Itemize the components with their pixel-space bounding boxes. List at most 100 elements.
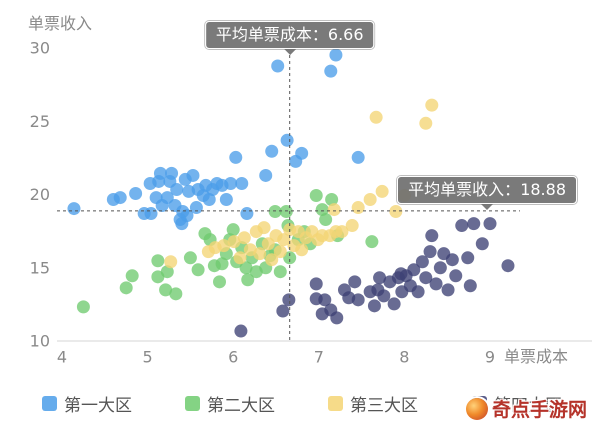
legend-label: 第一大区 <box>64 396 132 416</box>
series-1-point <box>229 150 243 164</box>
series-2-point <box>241 273 255 287</box>
series-4-point <box>411 285 425 299</box>
y-tick-label: 20 <box>30 185 50 204</box>
series-4-point <box>423 245 437 259</box>
series-3-point <box>273 245 287 259</box>
series-4-point <box>425 229 439 243</box>
series-2-point <box>213 275 227 289</box>
series-3-point <box>295 243 309 257</box>
series-2-point <box>119 281 133 295</box>
series-4-point <box>387 297 401 311</box>
series-4-point <box>367 299 381 313</box>
series-4-point <box>276 304 290 318</box>
series-1-point <box>240 207 254 221</box>
series-4-point <box>483 217 497 231</box>
series-1-point <box>224 177 238 191</box>
mean-income-value: 18.88 <box>520 179 566 199</box>
series-1-point <box>189 201 203 215</box>
series-4-point <box>234 324 248 338</box>
legend-item-region-1[interactable]: 第一大区 <box>42 391 132 416</box>
legend-swatch <box>328 396 343 411</box>
series-3-point <box>237 231 251 245</box>
series-4-point <box>455 219 469 233</box>
series-4-point <box>348 275 362 289</box>
series-1-point <box>129 186 143 200</box>
series-1-point <box>153 166 167 180</box>
series-3-point <box>351 201 365 215</box>
y-tick-label: 25 <box>30 112 50 131</box>
series-1-point <box>265 144 279 158</box>
series-3-point <box>233 251 247 265</box>
series-1-point <box>329 48 343 62</box>
mean-cost-label: 平均单票成本： <box>215 25 328 44</box>
series-4-point <box>407 263 421 277</box>
series-3-point <box>419 116 433 130</box>
legend-label: 第三大区 <box>350 396 418 416</box>
series-4-point <box>351 293 365 307</box>
series-2-point <box>169 287 183 301</box>
series-1-point <box>235 177 249 191</box>
x-tick-label: 7 <box>314 348 324 367</box>
series-4-point <box>429 277 443 291</box>
y-tick-label: 15 <box>30 258 50 277</box>
series-3-point <box>389 204 403 218</box>
series-4-point <box>449 269 463 283</box>
legend-swatch <box>185 396 200 411</box>
legend-item-region-2[interactable]: 第二大区 <box>185 391 275 416</box>
series-1-point <box>67 202 81 216</box>
series-3-point <box>363 192 377 206</box>
series-2-point <box>315 203 329 217</box>
mean-cost-value: 6.66 <box>327 25 364 44</box>
series-3-point <box>425 98 439 112</box>
series-4-point <box>501 259 515 273</box>
series-3-point <box>253 247 267 261</box>
series-2-point <box>319 213 333 227</box>
x-tick-label: 6 <box>228 348 238 367</box>
series-4-point <box>445 253 459 267</box>
series-4-point <box>461 251 475 265</box>
series-3-point <box>227 235 241 249</box>
series-2-point <box>151 254 165 268</box>
x-tick-label: 8 <box>399 348 409 367</box>
legend-item-region-3[interactable]: 第三大区 <box>328 391 418 416</box>
series-4-point <box>318 293 332 307</box>
series-4-point <box>330 311 344 325</box>
series-1-point <box>113 191 127 205</box>
series-2-point <box>191 263 205 277</box>
series-4-point <box>467 217 481 231</box>
series-2-point <box>273 265 287 279</box>
series-2-point <box>239 261 253 275</box>
series-1-point <box>186 168 200 182</box>
series-3-point <box>217 239 231 253</box>
series-1-point <box>259 168 273 182</box>
series-4-point <box>282 293 296 307</box>
series-3-point <box>164 255 178 269</box>
series-4-point <box>463 279 477 293</box>
series-2-point <box>160 265 174 279</box>
series-2-point <box>215 257 229 271</box>
series-2-point <box>279 204 293 218</box>
series-2-point <box>226 223 240 237</box>
series-4-point <box>419 271 433 285</box>
series-1-point <box>351 150 365 164</box>
x-tick-label: 5 <box>143 348 153 367</box>
x-tick-label: 4 <box>57 348 67 367</box>
series-3-point <box>369 110 383 124</box>
axes: 10 15 20 25 30 4 5 6 7 8 9 <box>30 39 592 367</box>
series-1-point <box>280 133 294 147</box>
series-3-point <box>345 219 359 233</box>
series-3-point <box>327 203 341 217</box>
series-4-point <box>309 277 323 291</box>
y-tick-label: 10 <box>30 332 50 351</box>
series-1-point <box>271 59 285 73</box>
series-4-point <box>433 261 447 275</box>
series-2-point <box>159 283 173 297</box>
y-axis-title: 单票收入 <box>28 14 93 33</box>
mean-cost-annotation: 平均单票成本：6.66 <box>204 21 375 55</box>
mean-income-label: 平均单票收入： <box>408 179 521 199</box>
series-2-point <box>183 251 197 265</box>
series-1-point <box>170 183 184 197</box>
legend-label: 第二大区 <box>207 396 275 416</box>
series-1-point <box>144 207 158 221</box>
